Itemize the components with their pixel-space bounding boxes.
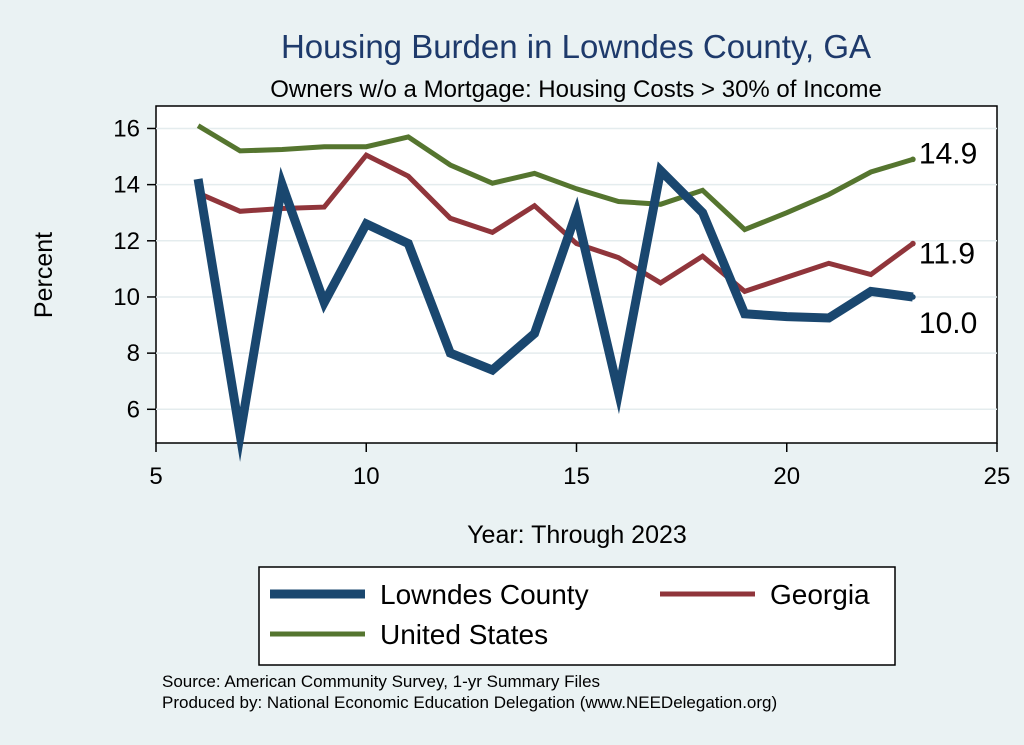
end-label-united-states: 14.9 (919, 137, 977, 170)
legend-label-united-states: United States (380, 619, 548, 650)
end-label-georgia: 11.9 (919, 238, 975, 271)
y-tick-label: 8 (127, 340, 140, 367)
y-tick-label: 16 (113, 115, 140, 142)
x-axis-label: Year: Through 2023 (467, 521, 687, 549)
x-tick-label: 15 (563, 463, 590, 490)
y-tick-label: 12 (113, 228, 140, 255)
x-tick-label: 25 (984, 463, 1011, 490)
end-label-lowndes-county: 10.0 (919, 307, 977, 340)
x-axis: 5 10 15 20 25 (149, 443, 1010, 490)
source-note: Source: American Community Survey, 1-yr … (162, 672, 600, 691)
legend-box (258, 566, 896, 666)
chart-subtitle: Owners w/o a Mortgage: Housing Costs > 3… (270, 76, 882, 103)
plot-area (155, 105, 998, 444)
end-marker-georgia (910, 240, 916, 247)
legend-label-lowndes-county: Lowndes County (380, 579, 589, 610)
x-tick-label: 20 (773, 463, 800, 490)
end-labels: 10.0 11.9 14.9 (910, 137, 977, 340)
series-line-lowndes-county (193, 161, 914, 463)
y-axis-label: Percent (30, 232, 58, 318)
producer-note: Produced by: National Economic Education… (162, 693, 777, 712)
y-axis: 6 8 10 12 14 16 (113, 115, 156, 423)
legend: Lowndes County Georgia United States (258, 566, 896, 666)
y-tick-label: 6 (127, 396, 140, 423)
chart-title: Housing Burden in Lowndes County, GA (281, 28, 871, 65)
y-tick-label: 10 (113, 284, 140, 311)
series-line-georgia (197, 151, 915, 295)
end-marker-united-states (910, 156, 916, 163)
y-tick-label: 14 (113, 172, 140, 199)
x-tick-label: 10 (353, 463, 380, 490)
series-line-united-states (196, 123, 914, 233)
x-tick-label: 5 (149, 463, 162, 490)
series-lines (193, 123, 915, 463)
legend-label-georgia: Georgia (770, 579, 870, 610)
end-marker-lowndes-county (910, 294, 916, 300)
